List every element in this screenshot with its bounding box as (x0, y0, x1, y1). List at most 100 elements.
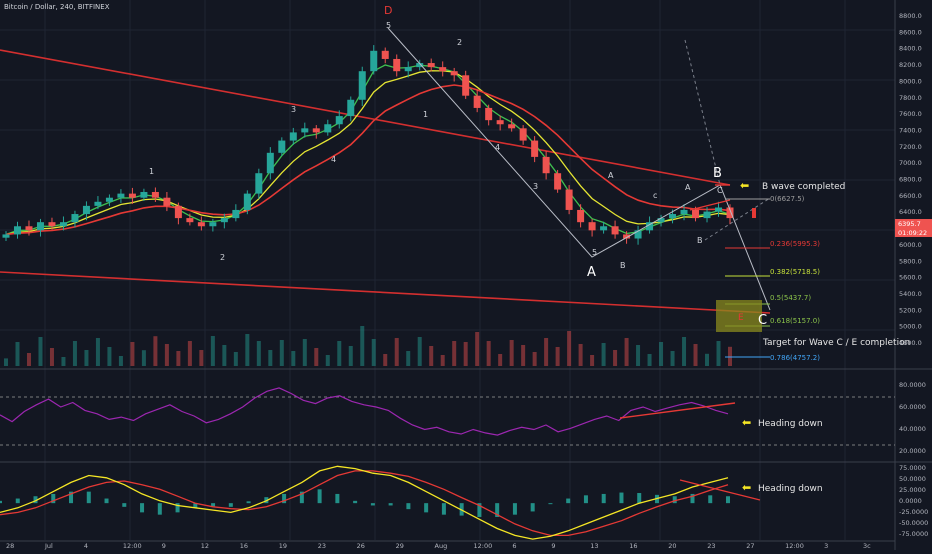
symbol-title[interactable]: Bitcoin / Dollar, 240, BITFINEX (4, 3, 110, 11)
candle-body (381, 50, 389, 59)
fib-labels: 0(6627.5) 0.236(5995.3) 0.382(5718.5) 0.… (770, 195, 820, 362)
volume-bar (95, 338, 100, 366)
macd-histogram-bar (140, 503, 145, 513)
price-tick-label: 7400.0 (899, 127, 922, 135)
candle-body (255, 173, 263, 194)
macd-histogram-bar (495, 503, 500, 517)
candle-body (657, 218, 665, 223)
volume-bar (578, 344, 583, 366)
candle-body (71, 214, 79, 223)
rsi-trend-line[interactable] (619, 402, 736, 419)
macd-tick-label: 0.0000 (899, 497, 922, 505)
volume-bar (659, 342, 664, 366)
wave-label-l1: 1 (149, 167, 154, 176)
macd-histogram-bar (672, 496, 677, 504)
volume-bar (84, 350, 89, 366)
volume-bar (279, 340, 284, 366)
wave-label-l3: 3 (533, 182, 538, 191)
volume-bar (613, 350, 618, 366)
volume-bar (199, 350, 204, 366)
candle-body (485, 107, 493, 121)
wave-label-sc: c (653, 191, 657, 200)
candle-body (2, 234, 10, 238)
macd-line (0, 465, 729, 540)
upper-trend-line[interactable] (0, 49, 731, 186)
macd-histogram-bar (548, 503, 553, 505)
price-tick-label: 8600.0 (899, 28, 922, 36)
candle-body (462, 75, 470, 96)
time-tick-label: 4 (84, 542, 88, 550)
fib-786-label: 0.786(4757.2) (770, 354, 820, 362)
grid (0, 0, 895, 540)
candle-body (439, 67, 447, 72)
macd-histogram-bar (282, 493, 287, 504)
macd-tick-label: -75.0000 (899, 530, 928, 538)
candle-body (611, 226, 619, 235)
rsi-axis[interactable]: 80.0000 60.0000 40.0000 20.0000 (899, 381, 926, 455)
candle-body (220, 218, 228, 223)
macd-pane[interactable] (0, 465, 761, 540)
arrow-left-icon: ⬅ (742, 481, 751, 494)
target-zone-box[interactable] (716, 300, 762, 332)
time-tick-label: 12:00 (123, 542, 142, 550)
macd-histogram-bar (157, 503, 162, 515)
macd-histogram-bar (441, 503, 446, 515)
fib-618-label: 0.618(5157.0) (770, 317, 820, 325)
fib-0-label: 0(6627.5) (770, 195, 805, 203)
price-tick-label: 6600.0 (899, 192, 922, 200)
macd-axis[interactable]: 75.0000 50.0000 25.0000 0.0000 -25.0000 -50.0… (899, 464, 928, 538)
macd-histogram-bar (86, 491, 91, 504)
candle-body (726, 207, 734, 219)
volume-bar (26, 353, 31, 366)
macd-histogram-bar (370, 503, 375, 506)
candle-body (105, 197, 113, 202)
macd-trend-line[interactable] (679, 479, 761, 501)
candle-body (508, 124, 516, 129)
time-tick-label: 9 (162, 542, 166, 550)
candle-body (600, 226, 608, 231)
time-tick-label: 26 (357, 542, 365, 550)
candle-body (542, 156, 550, 174)
lower-trend-line[interactable] (0, 271, 771, 314)
volume-bar (532, 352, 537, 366)
time-tick-label: 20 (668, 542, 676, 550)
rsi-heading-note: Heading down (758, 419, 823, 429)
price-axis[interactable]: 8800.0 8600.0 8400.0 8200.0 8000.0 7800.0 7600… (899, 12, 922, 347)
wave-label-sA: A (685, 183, 691, 192)
candle-body (473, 95, 481, 108)
macd-histogram-bar (424, 503, 429, 513)
volume-bar (187, 341, 192, 366)
macd-tick-label: 25.0000 (899, 486, 926, 494)
macd-histogram-bar (317, 489, 322, 504)
time-axis[interactable]: 28 Jul 4 12:00 9 12 16 19 23 26 29 Aug 12:00 6 9 13 16 20… (6, 542, 871, 550)
macd-histogram-bar (619, 492, 624, 504)
macd-tick-label: 50.0000 (899, 475, 926, 483)
price-tick-label: 5200.0 (899, 306, 922, 314)
macd-histogram-bar (335, 493, 340, 504)
wave-label-d3: 3 (291, 105, 296, 114)
candle-body (151, 191, 159, 198)
volume-bar (682, 337, 687, 366)
price-tick-label: 7000.0 (899, 159, 922, 167)
volume-bar (590, 355, 595, 366)
time-tick-label: 12:00 (785, 542, 804, 550)
macd-histogram-bar (406, 503, 411, 510)
price-tick-label: 7600.0 (899, 110, 922, 118)
volume-bar (38, 337, 43, 366)
macd-histogram-bar (122, 503, 127, 507)
time-tick-label: Aug (435, 542, 448, 550)
candle-body (680, 209, 688, 215)
target-note: Target for Wave C / E completion (762, 338, 910, 348)
wave-label-C-big: C (758, 313, 767, 328)
last-price-tag: 6395.7 01:09:22 (895, 219, 932, 237)
price-tick-label: 6800.0 (899, 176, 922, 184)
price-tick-label: 8200.0 (899, 61, 922, 69)
candle-body (577, 209, 585, 223)
volume-bar (15, 342, 20, 366)
macd-tick-label: -50.0000 (899, 519, 928, 527)
volume-bar (153, 336, 158, 366)
price-tick-label: 5600.0 (899, 274, 922, 282)
macd-histogram-bar (246, 501, 251, 504)
rsi-pane[interactable] (0, 387, 895, 446)
